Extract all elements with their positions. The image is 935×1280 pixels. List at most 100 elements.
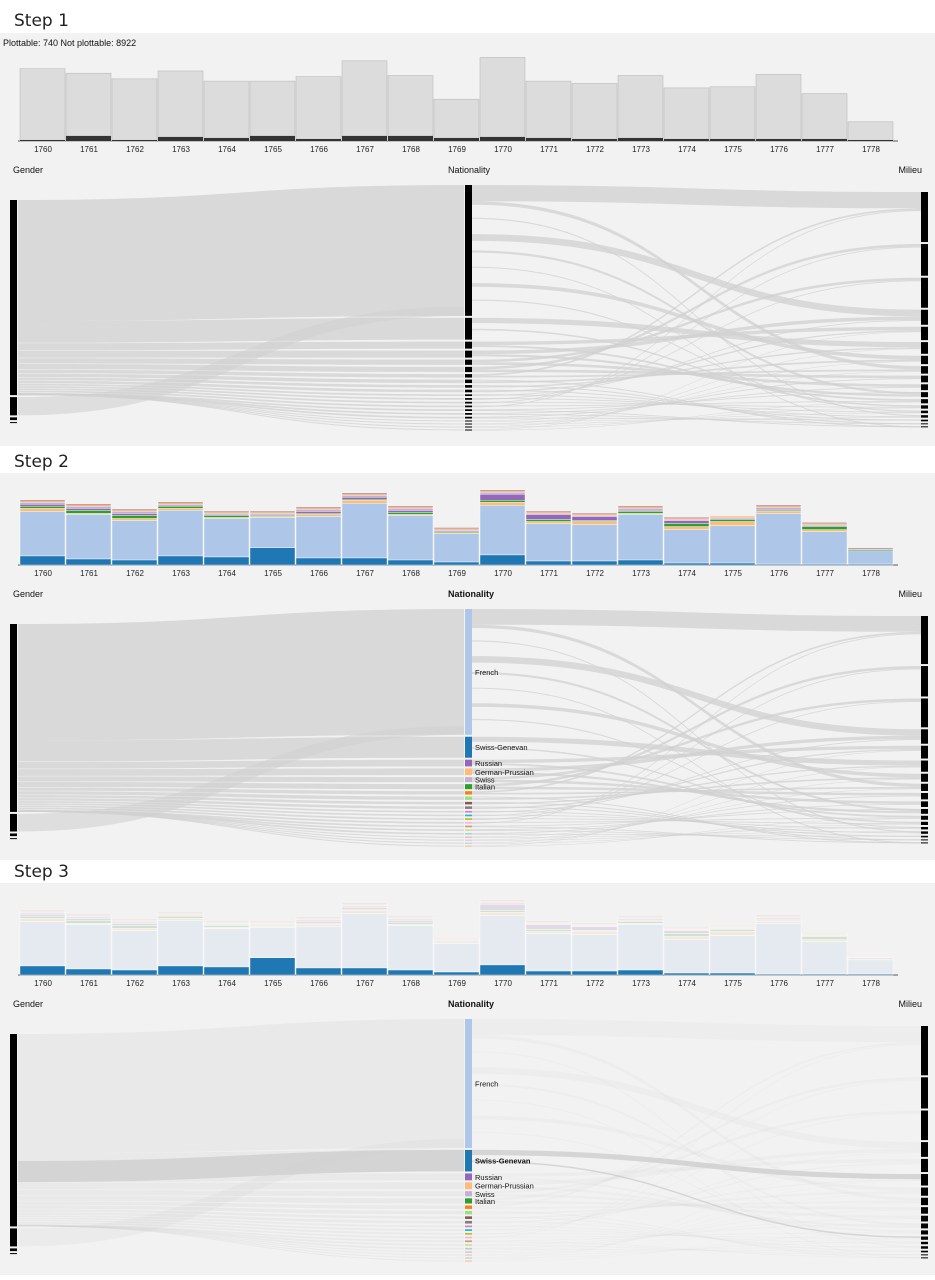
bar-segment-french [157, 920, 204, 967]
link-nationality-milieu [472, 1193, 922, 1219]
bar-1770 [479, 57, 526, 142]
link-gender-nationality [18, 394, 464, 422]
step-3-title: Step 3 [14, 862, 69, 882]
bar-1767 [341, 60, 388, 142]
nationality-label-swiss-genevan: Swiss-Genevan [475, 1157, 531, 1166]
bar-segment-russian [295, 511, 342, 514]
tick-label-1774: 1774 [678, 145, 696, 154]
bar-dark-segment [250, 135, 295, 141]
link-nationality-milieu [472, 1162, 922, 1224]
bar-segment-swiss-genevan [249, 547, 296, 566]
bar-dark-segment [388, 135, 433, 141]
tick-label-1762: 1762 [126, 145, 144, 154]
link-nationality-milieu [472, 1160, 922, 1238]
nationality-node [465, 1257, 472, 1259]
nationality-node [465, 420, 472, 422]
link-gender-nationality [18, 394, 464, 428]
nationality-label-italian: Italian [475, 1197, 495, 1206]
bar-segment-german-prussian [525, 931, 572, 934]
bar-segment-french [755, 513, 802, 565]
link-nationality-milieu [472, 386, 922, 414]
bar-1773 [617, 75, 664, 142]
bar-segment-swiss-genevan [387, 969, 434, 976]
link-gender-nationality [18, 1209, 464, 1219]
bar-dark-segment [756, 138, 801, 141]
bar-1778 [847, 957, 894, 976]
link-nationality-milieu [472, 317, 922, 348]
bar-segment-french [387, 925, 434, 971]
milieu-node [921, 1250, 928, 1253]
bar-segment-french [709, 525, 756, 564]
bar-segment-swiss-genevan [479, 964, 526, 976]
tick-label-1769: 1769 [448, 569, 466, 578]
tick-label-1772: 1772 [586, 145, 604, 154]
bar-segment-italian [65, 920, 112, 924]
link-gender-nationality [18, 393, 464, 415]
link-nationality-milieu [472, 777, 922, 800]
tick-label-1777: 1777 [816, 979, 834, 988]
bar-segment-italian [801, 936, 848, 940]
milieu-node [921, 801, 928, 807]
bar-1776 [755, 74, 802, 142]
bar-segment-other2 [663, 927, 710, 929]
link-nationality-milieu [472, 210, 922, 408]
bar-1771 [525, 511, 572, 566]
step-3-svg: 1760 1761 1762 1763 1764 1765 1766 1767 1768 1769… [10, 899, 928, 1262]
link-nationality-milieu [472, 624, 922, 788]
bar-total [157, 70, 204, 142]
nationality-node [465, 409, 472, 412]
axis-label-milieu: Milieu [898, 589, 922, 599]
bar-dark-segment [20, 139, 65, 141]
link-gender-nationality [18, 383, 464, 397]
bar-dark-segment [802, 138, 847, 141]
bar-segment-italian [709, 519, 756, 522]
nationality-node [465, 1254, 472, 1256]
bar-dark-segment [342, 135, 387, 141]
bar-1778 [847, 121, 894, 142]
link-nationality-milieu [472, 359, 922, 384]
link-gender-nationality [18, 791, 464, 800]
bar-segment-german-prussian [19, 508, 66, 512]
bar-dark-segment [618, 137, 663, 141]
tick-label-1778: 1778 [862, 979, 880, 988]
bar-total [249, 80, 296, 142]
nationality-node [465, 1205, 472, 1209]
nationality-node [465, 413, 472, 415]
bar-segment-other2 [19, 500, 66, 502]
milieu-node [921, 745, 928, 759]
nationality-node [465, 317, 472, 340]
bar-segment-german-prussian [801, 939, 848, 942]
link-nationality-milieu [472, 398, 922, 413]
milieu-node [921, 1158, 928, 1173]
link-nationality-milieu [472, 1223, 922, 1242]
link-nationality-milieu [472, 633, 922, 824]
link-nationality-milieu [472, 1220, 922, 1252]
bar-segment-russian [571, 516, 618, 521]
tick-label-1761: 1761 [80, 979, 98, 988]
milieu-node [921, 1215, 928, 1222]
bar-segment-russian [65, 508, 112, 511]
bar-1760 [19, 910, 66, 976]
nationality-node [465, 825, 472, 828]
link-gender-nationality [18, 609, 464, 741]
link-nationality-milieu [472, 185, 922, 209]
link-nationality-milieu [472, 412, 922, 425]
link-gender-nationality [18, 795, 464, 805]
bar-1772 [571, 923, 618, 976]
bar-segment-other2 [295, 917, 342, 919]
bar-1777 [801, 522, 848, 566]
bar-segment-french [663, 939, 710, 974]
bar-dark-segment [664, 138, 709, 141]
bar-segment-german-prussian [341, 910, 388, 914]
bar-segment-italian [111, 925, 158, 929]
bar-segment-russian [479, 493, 526, 501]
bar-segment-russian [19, 914, 66, 917]
bar-1773 [617, 916, 664, 976]
milieu-node [921, 415, 928, 418]
bar-1769 [433, 937, 480, 976]
step-1-panel: Plottable: 740 Not plottable: 8922 1760 1… [0, 33, 935, 446]
bar-segment-russian [65, 918, 112, 921]
link-gender-nationality [18, 369, 464, 378]
bar-segment-swiss [111, 511, 158, 514]
nationality-node [465, 839, 472, 841]
